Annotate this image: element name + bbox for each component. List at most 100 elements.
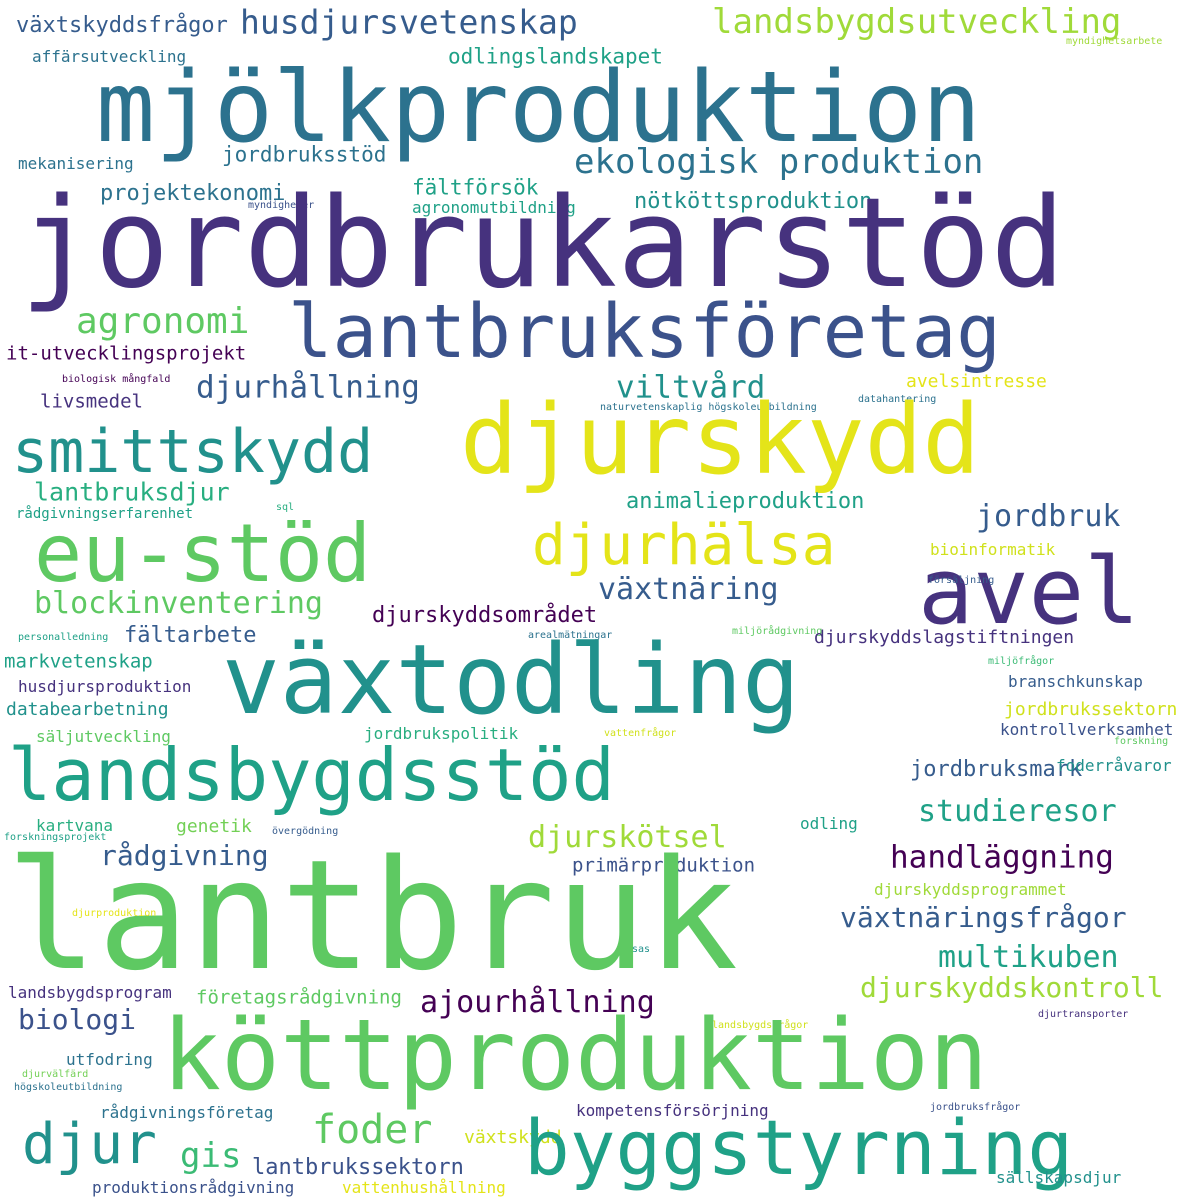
- word: kompetensförsörjning: [576, 1101, 769, 1120]
- word: genetik: [176, 816, 252, 837]
- word: landsbygdsprogram: [8, 983, 172, 1002]
- word: foderråvaror: [1056, 756, 1172, 775]
- word: fältförsök: [412, 175, 539, 200]
- word: it-utvecklingsprojekt: [6, 342, 247, 365]
- word: växtnäringsfrågor: [840, 901, 1127, 934]
- word: multikuben: [938, 940, 1119, 975]
- word: djurskötsel: [528, 820, 727, 855]
- word: ekologisk produktion: [574, 142, 984, 182]
- word: husdjursproduktion: [18, 677, 192, 696]
- word: jordbruksmark: [910, 757, 1083, 782]
- word: produktionsrådgivning: [92, 1178, 295, 1197]
- word: byggstyrning: [524, 1103, 1074, 1192]
- word: försäljning: [928, 575, 995, 586]
- word: forskningsprojekt: [4, 832, 107, 843]
- word: lantbruk: [6, 827, 739, 1004]
- word: biologi: [18, 1003, 137, 1036]
- word: myndigheter: [248, 200, 315, 211]
- word: mjölkproduktion: [96, 51, 982, 165]
- word: växtskyddsfrågor: [16, 13, 228, 38]
- word: lantbrukssektorn: [252, 1155, 464, 1180]
- word: landsbygdsstöd: [8, 733, 615, 817]
- word: livsmedel: [40, 390, 143, 413]
- word: djurtransporter: [1038, 1009, 1129, 1020]
- word: företagsrådgivning: [196, 986, 402, 1009]
- word: ajourhållning: [420, 985, 655, 1020]
- word: odling: [800, 814, 858, 833]
- word: växtodling: [222, 624, 800, 736]
- word: djurskyddslagstiftningen: [814, 627, 1075, 648]
- word: köttproduktion: [162, 999, 989, 1113]
- word: eu-stöd: [34, 507, 372, 600]
- word: växtskydd: [464, 1127, 562, 1148]
- word: djurskydd: [460, 384, 981, 496]
- word: säljutveckling: [36, 727, 171, 746]
- word: jordbrukssektorn: [1004, 699, 1178, 720]
- word: högskoleutbildning: [14, 1082, 123, 1093]
- word: naturvetenskaplig högskoleutbildning: [600, 402, 817, 413]
- word: sällskapsdjur: [996, 1168, 1122, 1187]
- word: miljöfrågor: [988, 656, 1055, 667]
- word: jordbruksstöd: [222, 142, 387, 167]
- word: övergödning: [272, 826, 339, 837]
- word: datahantering: [858, 394, 937, 405]
- word: djurskyddskontroll: [860, 971, 1164, 1004]
- word: kartvana: [36, 816, 114, 835]
- word: vattenfrågor: [604, 728, 677, 739]
- word: lantbruksdjur: [34, 477, 230, 507]
- word: avelsintresse: [906, 371, 1047, 392]
- word: jordbruk: [976, 499, 1121, 534]
- word: djur: [22, 1112, 157, 1177]
- word: djurskyddsområdet: [372, 603, 598, 628]
- word: djurvälfärd: [22, 1069, 89, 1080]
- word: jordbruksfrågor: [930, 1102, 1021, 1113]
- word: foder: [312, 1107, 433, 1153]
- word: studieresor: [918, 794, 1117, 829]
- word: smittskydd: [12, 417, 374, 487]
- word: rådgivningsföretag: [100, 1103, 274, 1122]
- word: agronomutbildning: [412, 198, 576, 217]
- word: rådgivning: [100, 839, 269, 872]
- word: landsbygdsfrågor: [712, 1020, 809, 1031]
- word: affärsutveckling: [32, 47, 187, 66]
- word: lantbruksföretag: [288, 289, 1001, 375]
- word: agronomi: [76, 301, 250, 342]
- word: viltvård: [616, 369, 766, 406]
- word: blockinventering: [34, 586, 323, 621]
- word: djurhållning: [196, 369, 420, 406]
- word: handläggning: [890, 839, 1114, 876]
- word: sql: [276, 502, 295, 513]
- word: utfodring: [66, 1050, 153, 1069]
- word: gis: [180, 1136, 242, 1176]
- word: djurskyddsprogrammet: [874, 880, 1067, 899]
- word: fältarbete: [124, 623, 257, 648]
- word: odlingslandskapet: [448, 44, 663, 69]
- word: miljörådgivning: [732, 626, 823, 637]
- word: djurhälsa: [532, 513, 836, 578]
- word: myndighetsarbete: [1066, 36, 1163, 47]
- word: avel: [918, 538, 1140, 645]
- word: mekanisering: [18, 154, 134, 173]
- word: primärproduktion: [572, 854, 756, 877]
- word: landsbygdsutveckling: [712, 2, 1122, 42]
- word: projektekonomi: [100, 181, 286, 206]
- word: kontrollverksamhet: [1000, 720, 1174, 739]
- word: jordbrukarstöd: [20, 172, 1066, 316]
- word: forskning: [1114, 736, 1169, 747]
- word: markvetenskap: [4, 650, 153, 673]
- word: nötköttsproduktion: [634, 189, 873, 214]
- word: databearbetning: [6, 699, 169, 720]
- word: arealmätningar: [528, 630, 613, 641]
- word: jordbrukspolitik: [364, 724, 519, 743]
- word: personalledning: [18, 632, 109, 643]
- word: bioinformatik: [930, 540, 1056, 559]
- word: animalieproduktion: [626, 489, 865, 514]
- word: växtnäring: [598, 572, 779, 607]
- word: biologisk mångfald: [62, 374, 171, 385]
- word: branschkunskap: [1008, 672, 1143, 691]
- word: husdjursvetenskap: [240, 2, 578, 42]
- word: djurproduktion: [72, 908, 157, 919]
- word: vattenhushållning: [342, 1178, 506, 1197]
- word: rådgivningserfarenhet: [16, 506, 194, 522]
